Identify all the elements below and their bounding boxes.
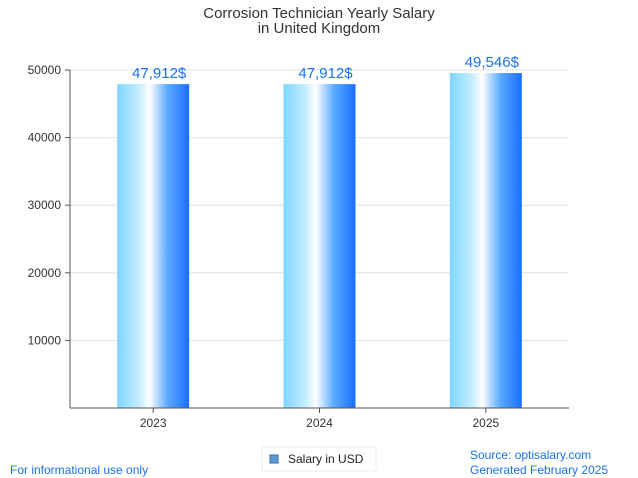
y-tick-label: 40000 [28, 131, 62, 145]
x-tick-label: 2024 [306, 416, 333, 430]
bars [117, 73, 522, 409]
disclaimer-note: For informational use only [10, 463, 149, 477]
y-tick-label: 10000 [28, 333, 62, 347]
chart-title-line-1: Corrosion Technician Yearly Salary [203, 5, 435, 22]
bar-value-label: 47,912$ [132, 65, 187, 82]
generated-note: Generated February 2025 [470, 463, 609, 477]
legend-swatch [269, 454, 279, 464]
legend: Salary in USD [261, 446, 377, 472]
chart-title-line-2: in United Kingdom [258, 20, 381, 37]
bar-2023 [117, 84, 190, 409]
bar-2024 [283, 84, 356, 409]
y-axis-ticks: 10000 20000 30000 40000 50000 [28, 63, 70, 347]
bar-2025 [449, 73, 522, 409]
bar-value-label: 49,546$ [465, 54, 520, 71]
x-axis-ticks: 2023 2024 2025 [140, 408, 500, 430]
y-tick-label: 20000 [28, 266, 62, 280]
legend-box [261, 446, 377, 472]
bar-value-label: 47,912$ [298, 65, 353, 82]
x-tick-label: 2023 [140, 416, 167, 430]
y-tick-label: 50000 [28, 63, 62, 77]
legend-label: Salary in USD [288, 452, 364, 466]
data-labels: 47,912$ 47,912$ 49,546$ [132, 54, 520, 82]
x-tick-label: 2025 [472, 416, 499, 430]
y-tick-label: 30000 [28, 198, 62, 212]
source-note: Source: optisalary.com [470, 448, 592, 462]
